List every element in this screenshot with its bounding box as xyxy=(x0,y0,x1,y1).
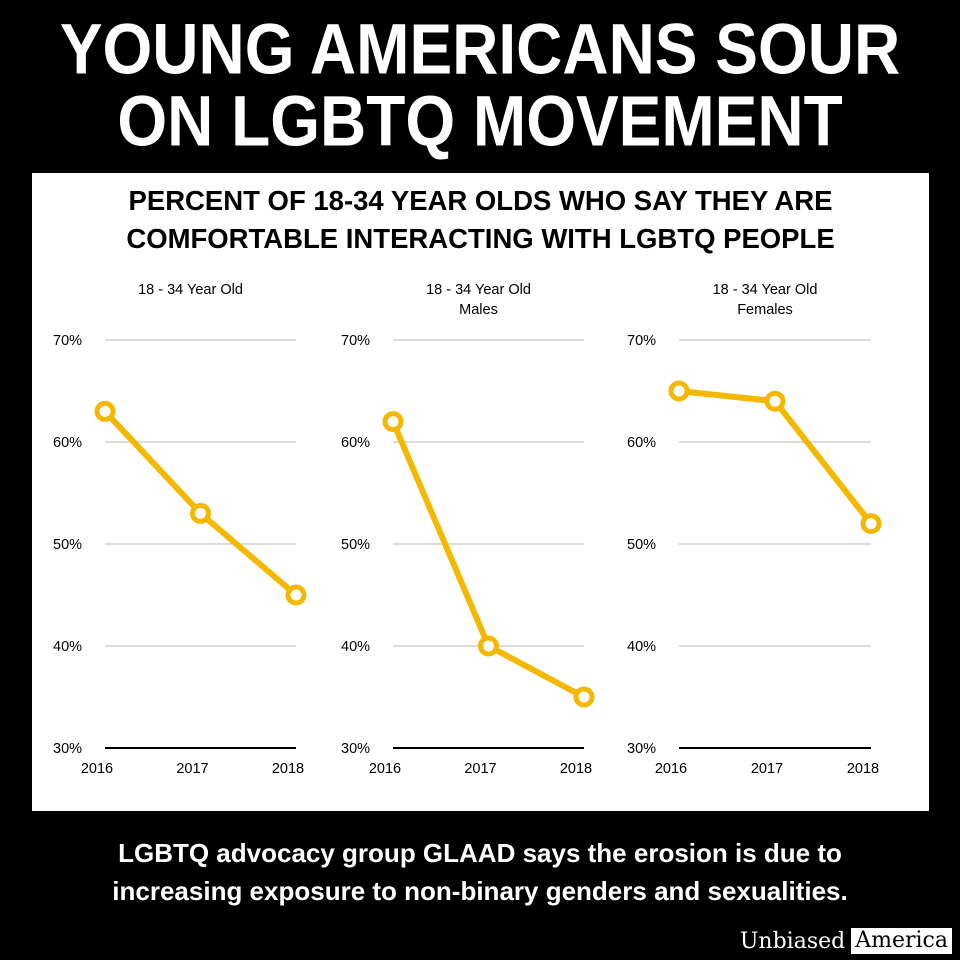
y-tick-label: 30% xyxy=(53,741,82,757)
y-tick-label: 60% xyxy=(341,435,370,451)
brand-word-america: America xyxy=(851,928,952,954)
data-point xyxy=(190,502,211,524)
data-point xyxy=(860,513,882,535)
x-tick-label: 2016 xyxy=(81,761,113,777)
y-tick-label: 70% xyxy=(627,333,656,349)
y-tick-label: 50% xyxy=(53,537,82,553)
chart-title: Females xyxy=(737,302,793,318)
x-tick-label: 2018 xyxy=(272,761,304,777)
y-tick-label: 60% xyxy=(53,435,82,451)
x-tick-label: 2018 xyxy=(847,761,879,777)
y-tick-label: 40% xyxy=(627,639,656,655)
caption-line-2: increasing exposure to non-binary gender… xyxy=(112,876,848,906)
x-tick-label: 2017 xyxy=(176,761,208,777)
x-tick-label: 2017 xyxy=(751,761,783,777)
y-tick-label: 60% xyxy=(627,435,656,451)
data-point xyxy=(94,400,116,422)
brand-word-unbiased: Unbiased xyxy=(739,928,846,954)
chart-title: 18 - 34 Year Old xyxy=(138,282,243,298)
x-tick-label: 2018 xyxy=(560,761,592,777)
y-tick-label: 70% xyxy=(53,333,82,349)
data-point xyxy=(573,686,595,708)
y-tick-label: 30% xyxy=(627,741,656,757)
headline-line-2: ON LGBTQ MOVEMENT xyxy=(117,80,843,162)
chart-title: 18 - 34 Year Old xyxy=(426,282,531,298)
data-point xyxy=(668,380,690,402)
caption-line-1: LGBTQ advocacy group GLAAD says the eros… xyxy=(118,838,842,868)
chart-title: Males xyxy=(459,302,498,318)
chart-subtitle-line-2: COMFORTABLE INTERACTING WITH LGBTQ PEOPL… xyxy=(126,223,835,254)
data-point xyxy=(382,411,404,433)
y-tick-label: 40% xyxy=(53,639,82,655)
y-tick-label: 40% xyxy=(341,639,370,655)
y-tick-label: 50% xyxy=(341,537,370,553)
x-tick-label: 2016 xyxy=(655,761,687,777)
data-point xyxy=(285,584,307,606)
chart-title: 18 - 34 Year Old xyxy=(713,282,818,298)
y-tick-label: 30% xyxy=(341,741,370,757)
headline-line-1: YOUNG AMERICANS SOUR xyxy=(59,8,901,90)
x-tick-label: 2017 xyxy=(464,761,496,777)
data-point xyxy=(478,635,499,657)
x-tick-label: 2016 xyxy=(369,761,401,777)
data-point xyxy=(764,390,786,412)
brand-logo: Unbiased America xyxy=(740,927,952,955)
chart-subtitle-line-1: PERCENT OF 18-34 YEAR OLDS WHO SAY THEY … xyxy=(128,185,833,216)
y-tick-label: 50% xyxy=(627,537,656,553)
y-tick-label: 70% xyxy=(341,333,370,349)
